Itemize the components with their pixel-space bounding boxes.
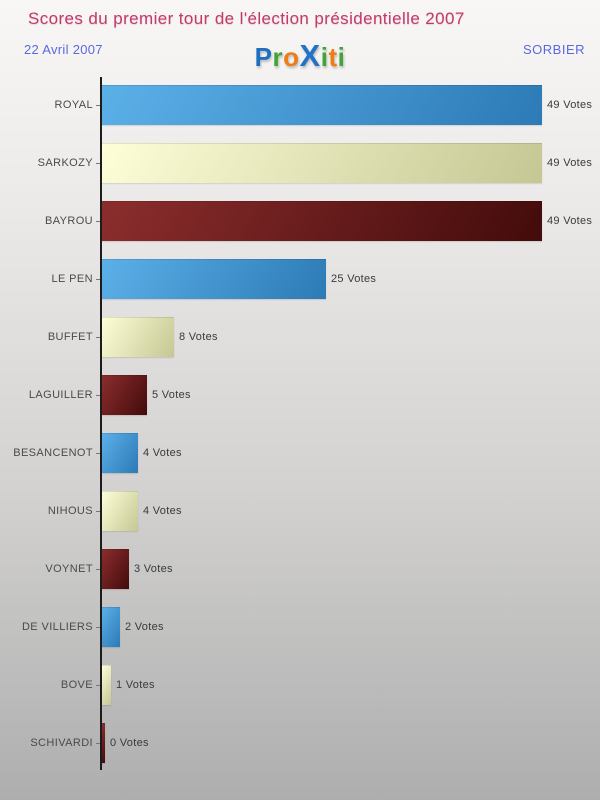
vote-count-label: 1 Votes [116, 679, 155, 691]
vote-count-label: 25 Votes [331, 273, 377, 285]
vote-bar [102, 549, 129, 589]
vote-bar [102, 665, 111, 705]
candidate-label: BUFFET [47, 331, 93, 343]
candidate-label: BAYROU [44, 215, 93, 227]
tick-mark [96, 162, 101, 164]
vote-bar [102, 259, 326, 299]
bar-row: LE PEN 25 Votes [0, 250, 600, 308]
tick-mark [96, 336, 101, 338]
logo-letter: o [283, 42, 300, 72]
bar-row: LAGUILLER 5 Votes [0, 366, 600, 424]
candidate-label: BOVE [60, 679, 93, 691]
bar-row: BUFFET 8 Votes [0, 308, 600, 366]
vote-count-label: 8 Votes [179, 331, 218, 343]
proxiti-logo: ProXiti [0, 38, 600, 74]
bar-chart: ROYAL 49 Votes SARKOZY 49 Votes BAYROU 4… [0, 76, 600, 772]
vote-bar [102, 491, 138, 531]
vote-count-label: 3 Votes [134, 563, 173, 575]
logo-letter: t [328, 42, 338, 72]
vote-count-label: 0 Votes [110, 737, 149, 749]
tick-mark [96, 220, 101, 222]
bar-row: BOVE 1 Votes [0, 656, 600, 714]
vote-bar [102, 433, 138, 473]
vote-bar [102, 375, 147, 415]
tick-mark [96, 626, 101, 628]
tick-mark [96, 742, 101, 744]
bar-row: SARKOZY 49 Votes [0, 134, 600, 192]
tick-mark [96, 394, 101, 396]
candidate-label: SARKOZY [37, 157, 93, 169]
vote-bar [102, 317, 174, 357]
tick-mark [96, 104, 101, 106]
vote-count-label: 2 Votes [125, 621, 164, 633]
tick-mark [96, 278, 101, 280]
bar-row: NIHOUS 4 Votes [0, 482, 600, 540]
bar-row: VOYNET 3 Votes [0, 540, 600, 598]
vote-bar [102, 607, 120, 647]
logo-letter: X [299, 38, 321, 73]
candidate-label: LE PEN [51, 273, 93, 285]
candidate-label: DE VILLIERS [21, 621, 93, 633]
vote-bar [102, 85, 542, 125]
candidate-label: VOYNET [45, 563, 93, 575]
vote-count-label: 49 Votes [547, 99, 593, 111]
election-date: 22 Avril 2007 [24, 42, 103, 57]
vote-count-label: 5 Votes [152, 389, 191, 401]
vote-bar [102, 723, 105, 763]
vote-bar [102, 143, 542, 183]
axis-line [100, 77, 102, 770]
bar-row: BAYROU 49 Votes [0, 192, 600, 250]
vote-count-label: 49 Votes [547, 215, 593, 227]
tick-mark [96, 452, 101, 454]
tick-mark [96, 568, 101, 570]
bar-row: DE VILLIERS 2 Votes [0, 598, 600, 656]
tick-mark [96, 684, 101, 686]
vote-count-label: 4 Votes [143, 505, 182, 517]
bar-row: ROYAL 49 Votes [0, 76, 600, 134]
candidate-label: LAGUILLER [28, 389, 93, 401]
logo-letter: r [272, 42, 284, 72]
commune-name: SORBIER [522, 42, 585, 57]
vote-count-label: 49 Votes [547, 157, 593, 169]
page-title: Scores du premier tour de l'élection pré… [28, 9, 465, 28]
vote-bar [102, 201, 542, 241]
candidate-label: NIHOUS [47, 505, 93, 517]
bar-row: SCHIVARDI 0 Votes [0, 714, 600, 772]
bar-rows: ROYAL 49 Votes SARKOZY 49 Votes BAYROU 4… [0, 76, 600, 772]
bar-row: BESANCENOT 4 Votes [0, 424, 600, 482]
candidate-label: SCHIVARDI [30, 737, 93, 749]
logo-letter: P [254, 42, 273, 72]
tick-mark [96, 510, 101, 512]
candidate-label: ROYAL [54, 99, 93, 111]
vote-count-label: 4 Votes [143, 447, 182, 459]
logo-letter: i [320, 42, 329, 72]
candidate-label: BESANCENOT [13, 447, 93, 459]
logo-letter: i [337, 42, 346, 72]
